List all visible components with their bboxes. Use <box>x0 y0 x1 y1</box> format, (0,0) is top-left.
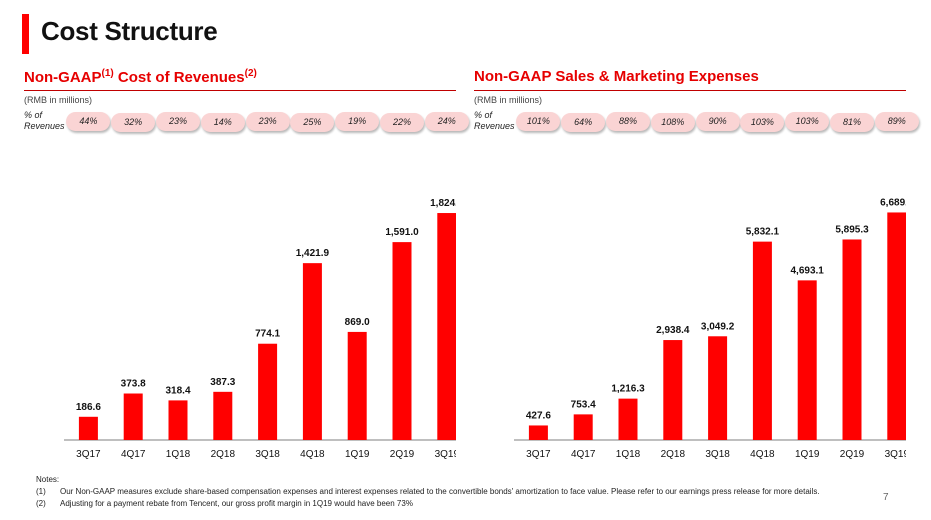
bar-3Q19 <box>437 213 456 440</box>
data-label: 753.4 <box>571 399 596 410</box>
pct-pill-1Q19: 103% <box>785 112 830 131</box>
pct-pill-2Q19: 22% <box>380 113 424 132</box>
title-rule <box>24 90 456 91</box>
pct-pill-3Q19: 24% <box>424 112 469 131</box>
x-tick-label: 1Q18 <box>166 449 191 460</box>
pct-pill-4Q18: 103% <box>740 113 785 132</box>
pct-pill-3Q18: 90% <box>695 112 740 131</box>
x-tick-label: 3Q17 <box>76 449 101 460</box>
data-label: 869.0 <box>345 317 370 328</box>
pct-pill-2Q18: 14% <box>200 113 245 132</box>
data-label: 1,216.3 <box>611 384 645 395</box>
cost-of-revenues-panel: Non-GAAP(1) Cost of Revenues(2) (RMB in … <box>24 68 469 468</box>
data-label: 5,895.3 <box>835 224 869 235</box>
bar-3Q18 <box>708 336 728 440</box>
pct-of-revenues-label: % of Revenues <box>474 110 515 131</box>
x-tick-label: 4Q17 <box>121 449 146 460</box>
page-number: 7 <box>883 492 889 503</box>
pct-pill-1Q19: 19% <box>335 112 380 131</box>
bar-4Q17 <box>123 393 143 440</box>
x-tick-label: 3Q19 <box>885 449 906 460</box>
x-tick-label: 3Q18 <box>255 449 280 460</box>
pct-pill-3Q18: 23% <box>245 112 290 131</box>
data-label: 1,421.9 <box>296 248 330 259</box>
title-rule <box>474 90 906 91</box>
footnote-1: (1) Our Non-GAAP measures exclude share-b… <box>36 487 820 496</box>
data-label: 1,824.8 <box>430 198 456 209</box>
bar-4Q18 <box>302 263 322 440</box>
bar-2Q19 <box>392 242 412 440</box>
pct-pill-4Q18: 25% <box>290 113 335 132</box>
data-label: 4,693.1 <box>791 265 825 276</box>
bar-2Q19 <box>842 239 862 440</box>
unit-label: (RMB in millions) <box>474 95 543 105</box>
footnote-2: (2) Adjusting for a payment rebate from T… <box>36 499 413 508</box>
x-tick-label: 1Q19 <box>795 449 820 460</box>
bar-1Q18 <box>168 400 188 440</box>
bar-1Q19 <box>347 331 367 440</box>
x-tick-label: 3Q17 <box>526 449 551 460</box>
pct-of-revenues-label: % of Revenues <box>24 110 65 131</box>
x-tick-label: 3Q19 <box>435 449 456 460</box>
x-tick-label: 2Q19 <box>390 449 415 460</box>
x-tick-label: 2Q18 <box>661 449 686 460</box>
data-label: 2,938.4 <box>656 325 690 336</box>
pct-pill-2Q18: 108% <box>650 113 695 132</box>
bar-3Q17 <box>528 425 548 440</box>
footnotes: Notes: (1) Our Non-GAAP measures exclude … <box>36 474 820 510</box>
data-label: 774.1 <box>255 329 280 340</box>
data-label: 1,591.0 <box>385 227 419 238</box>
sales-marketing-panel: Non-GAAP Sales & Marketing Expenses (RMB… <box>474 68 919 468</box>
pct-pill-4Q17: 32% <box>111 113 156 132</box>
data-label: 186.6 <box>76 402 101 413</box>
data-label: 427.6 <box>526 410 551 421</box>
title-accent-bar <box>22 14 29 54</box>
pct-pill-1Q18: 23% <box>156 112 200 131</box>
bar-2Q18 <box>663 340 683 440</box>
data-label: 373.8 <box>121 379 146 390</box>
data-label: 318.4 <box>165 385 190 396</box>
cost-of-revenues-title: Non-GAAP(1) Cost of Revenues(2) <box>24 68 257 86</box>
bar-4Q18 <box>752 241 772 440</box>
cost-of-revenues-chart: 186.6 3Q17 373.8 4Q17 318.4 1Q18 387.3 2Q18 774.… <box>64 198 456 460</box>
bar-3Q17 <box>78 416 98 440</box>
pct-pill-1Q18: 88% <box>606 112 650 131</box>
notes-heading: Notes: <box>36 475 60 484</box>
page-title: Cost Structure <box>41 16 218 46</box>
pct-pill-3Q19: 89% <box>874 112 919 131</box>
bar-1Q19 <box>797 280 817 440</box>
x-tick-label: 4Q18 <box>300 449 325 460</box>
bar-3Q18 <box>258 343 278 440</box>
bar-3Q19 <box>887 212 906 440</box>
pct-pill-4Q17: 64% <box>561 113 606 132</box>
x-tick-label: 4Q18 <box>750 449 775 460</box>
data-label: 3,049.2 <box>701 321 735 332</box>
x-tick-label: 2Q18 <box>211 449 236 460</box>
data-label: 387.3 <box>210 377 235 388</box>
bar-4Q17 <box>573 414 593 440</box>
bar-1Q18 <box>618 398 638 440</box>
x-tick-label: 1Q19 <box>345 449 370 460</box>
pct-pill-3Q17: 44% <box>66 112 111 131</box>
pct-pill-3Q17: 101% <box>516 112 561 131</box>
sales-marketing-chart: 427.6 3Q17 753.4 4Q17 1,216.3 1Q18 2,938.4 2Q18… <box>514 197 906 460</box>
x-tick-label: 1Q18 <box>616 449 641 460</box>
data-label: 5,832.1 <box>746 227 780 238</box>
sales-marketing-title: Non-GAAP Sales & Marketing Expenses <box>474 68 759 85</box>
x-tick-label: 3Q18 <box>705 449 730 460</box>
x-tick-label: 4Q17 <box>571 449 596 460</box>
unit-label: (RMB in millions) <box>24 95 93 105</box>
data-label: 6,689.7 <box>880 197 906 208</box>
pct-pill-2Q19: 81% <box>830 113 874 132</box>
bar-2Q18 <box>213 391 233 440</box>
x-tick-label: 2Q19 <box>840 449 865 460</box>
